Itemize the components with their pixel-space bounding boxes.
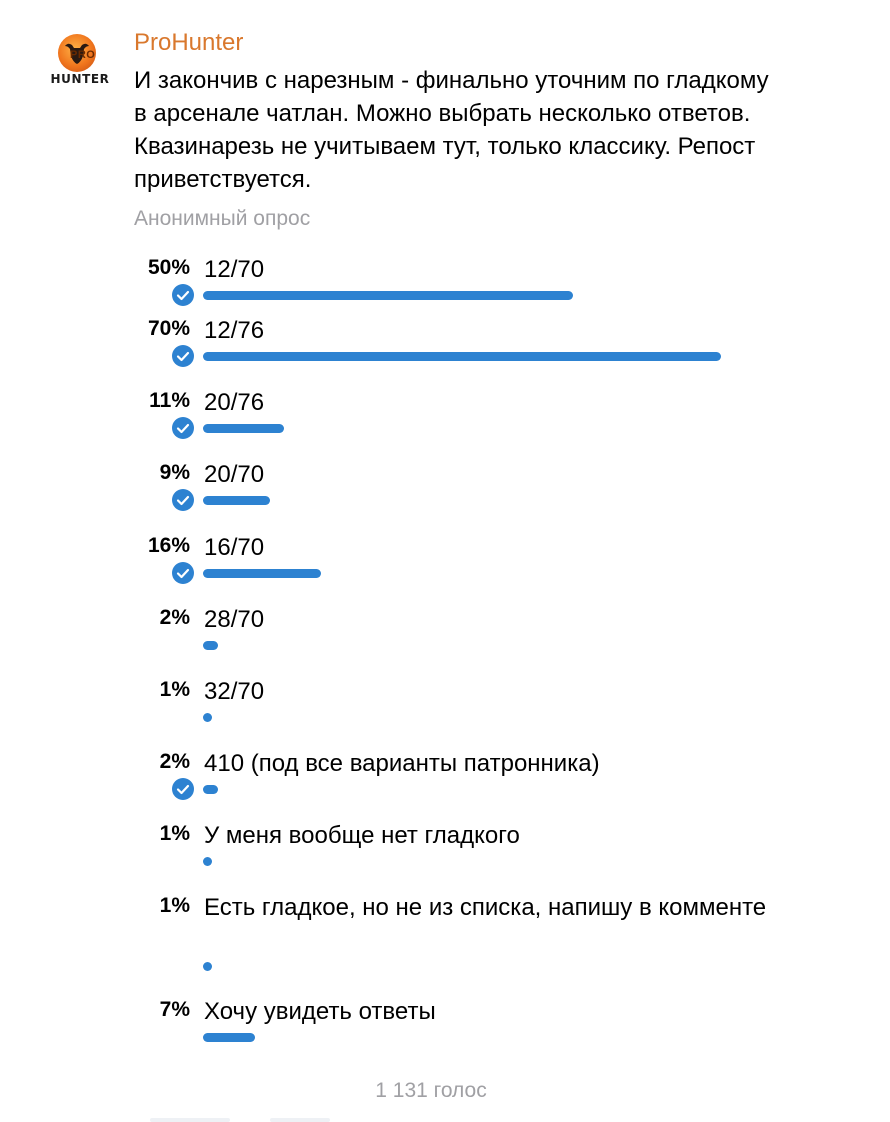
option-percent: 2% bbox=[159, 750, 190, 773]
option-text: 20/70 bbox=[204, 461, 265, 488]
check-icon bbox=[172, 345, 194, 367]
result-bar bbox=[203, 496, 270, 505]
option-text: 12/76 bbox=[204, 317, 265, 344]
option-percent: 11% bbox=[149, 389, 190, 412]
option-percent: 2% bbox=[159, 606, 190, 629]
option-text: Есть гладкое, но не из списка, напишу в … bbox=[204, 894, 767, 921]
poll-type-label: Анонимный опрос bbox=[134, 207, 311, 230]
option-percent: 1% bbox=[159, 822, 190, 845]
check-icon bbox=[172, 778, 194, 800]
option-percent: 1% bbox=[159, 678, 190, 701]
result-bar bbox=[203, 962, 212, 971]
option-text: 20/76 bbox=[204, 389, 265, 416]
result-bar bbox=[203, 785, 218, 794]
option-text: 16/70 bbox=[204, 534, 265, 561]
option-text: 12/70 bbox=[204, 256, 265, 283]
check-icon bbox=[172, 562, 194, 584]
option-text: 32/70 bbox=[204, 678, 265, 705]
result-bar bbox=[203, 857, 212, 866]
channel-name[interactable]: ProHunter bbox=[134, 29, 244, 56]
channel-avatar[interactable]: PRO HUNTER bbox=[46, 30, 114, 90]
option-percent: 16% bbox=[147, 534, 190, 557]
action-button-stub[interactable] bbox=[150, 1118, 230, 1122]
option-text: 28/70 bbox=[204, 606, 265, 633]
option-text: Хочу увидеть ответы bbox=[204, 998, 436, 1025]
option-percent: 50% bbox=[147, 256, 190, 279]
bull-head-icon bbox=[65, 43, 89, 64]
option-text: У меня вообще нет гладкого bbox=[204, 822, 520, 849]
check-icon bbox=[172, 489, 194, 511]
option-text: 410 (под все варианты патронника) bbox=[204, 750, 600, 777]
result-bar bbox=[203, 713, 212, 722]
result-bar bbox=[203, 641, 218, 650]
result-bar bbox=[203, 352, 721, 361]
logo-pro-text: PRO bbox=[70, 49, 96, 61]
option-percent: 7% bbox=[159, 998, 190, 1021]
check-icon bbox=[172, 417, 194, 439]
check-icon bbox=[172, 284, 194, 306]
result-bar bbox=[203, 291, 573, 300]
total-votes[interactable]: 1 131 голос bbox=[375, 1079, 487, 1102]
logo-hunter-text: HUNTER bbox=[50, 72, 110, 86]
result-bar bbox=[203, 424, 284, 433]
option-percent: 1% bbox=[159, 894, 190, 917]
option-percent: 70% bbox=[147, 317, 190, 340]
result-bar bbox=[203, 1033, 255, 1042]
result-bar bbox=[203, 569, 321, 578]
action-button-stub[interactable] bbox=[270, 1118, 330, 1122]
poll-question: И закончив с нарезным - финально уточним… bbox=[134, 67, 769, 193]
option-percent: 9% bbox=[159, 461, 190, 484]
